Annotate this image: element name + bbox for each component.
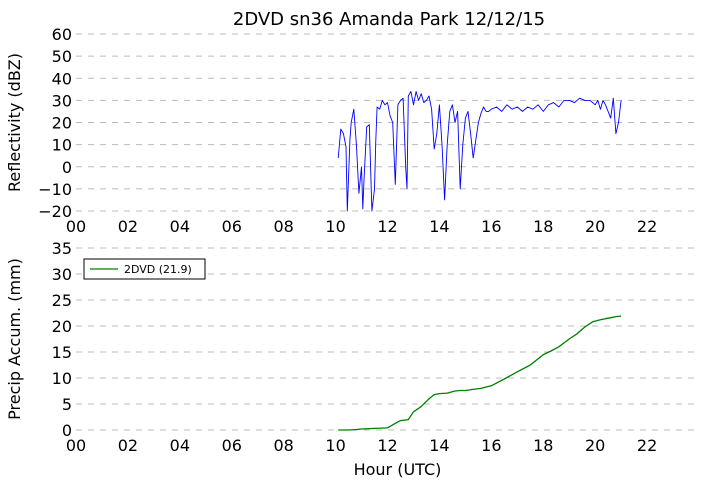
y-tick-label: 35 xyxy=(52,239,72,258)
y-tick-label: 60 xyxy=(52,25,72,44)
x-tick-label: 18 xyxy=(533,217,553,236)
y-tick-label: 10 xyxy=(52,136,72,155)
x-tick-label: 12 xyxy=(377,217,397,236)
x-tick-label: 02 xyxy=(118,217,138,236)
y-tick-label: 0 xyxy=(62,158,72,177)
y-axis-label: Reflectivity (dBZ) xyxy=(5,53,24,192)
y-tick-label: 40 xyxy=(52,69,72,88)
y-tick-label: 50 xyxy=(52,47,72,66)
x-tick-label: 22 xyxy=(637,436,657,455)
y-tick-label: 30 xyxy=(52,91,72,110)
y-tick-label: 20 xyxy=(52,114,72,133)
x-tick-label: 08 xyxy=(273,217,293,236)
x-tick-label: 16 xyxy=(481,217,501,236)
x-tick-label: 10 xyxy=(325,217,345,236)
x-tick-label: 16 xyxy=(481,436,501,455)
x-tick-label: 20 xyxy=(585,217,605,236)
x-tick-label: 06 xyxy=(222,436,242,455)
y-tick-label: 10 xyxy=(52,369,72,388)
x-tick-label: 14 xyxy=(429,217,449,236)
x-tick-label: 06 xyxy=(222,217,242,236)
legend-box xyxy=(83,258,206,280)
y-tick-label: −10 xyxy=(38,180,72,199)
y-axis-label: Precip Accum. (mm) xyxy=(5,258,24,420)
y-tick-label: 5 xyxy=(62,395,72,414)
x-tick-label: 00 xyxy=(66,436,86,455)
y-tick-label: 30 xyxy=(52,265,72,284)
y-tick-label: −20 xyxy=(38,202,72,221)
x-tick-label: 08 xyxy=(273,436,293,455)
series-line xyxy=(338,315,622,431)
x-tick-label: 20 xyxy=(585,436,605,455)
y-tick-label: 0 xyxy=(62,421,72,440)
x-tick-label: 04 xyxy=(170,217,190,236)
x-tick-label: 12 xyxy=(377,436,397,455)
x-tick-label: 02 xyxy=(118,436,138,455)
x-tick-label: 00 xyxy=(66,217,86,236)
x-tick-label: 22 xyxy=(637,217,657,236)
series-line xyxy=(337,91,622,212)
x-tick-label: 18 xyxy=(533,436,553,455)
y-tick-label: 15 xyxy=(52,343,72,362)
precip-accum-plot: 0 5 10 15 20 25 30 35 00 02 04 06 08 10 12 14 16 18 20 22 Pr… xyxy=(5,239,699,479)
x-axis-label: Hour (UTC) xyxy=(354,460,442,479)
y-tick-label: 25 xyxy=(52,291,72,310)
reflectivity-plot: −20 −10 0 10 20 30 40 50 60 00 02 04 06 08 10 12 14 16 18 2… xyxy=(5,25,699,236)
legend-label: 2DVD (21.9) xyxy=(124,263,192,276)
x-tick-label: 04 xyxy=(170,436,190,455)
legend: 2DVD (21.9) xyxy=(83,258,206,280)
x-tick-label: 10 xyxy=(325,436,345,455)
x-tick-label: 14 xyxy=(429,436,449,455)
y-tick-label: 20 xyxy=(52,317,72,336)
chart-title: 2DVD sn36 Amanda Park 12/12/15 xyxy=(233,9,545,30)
